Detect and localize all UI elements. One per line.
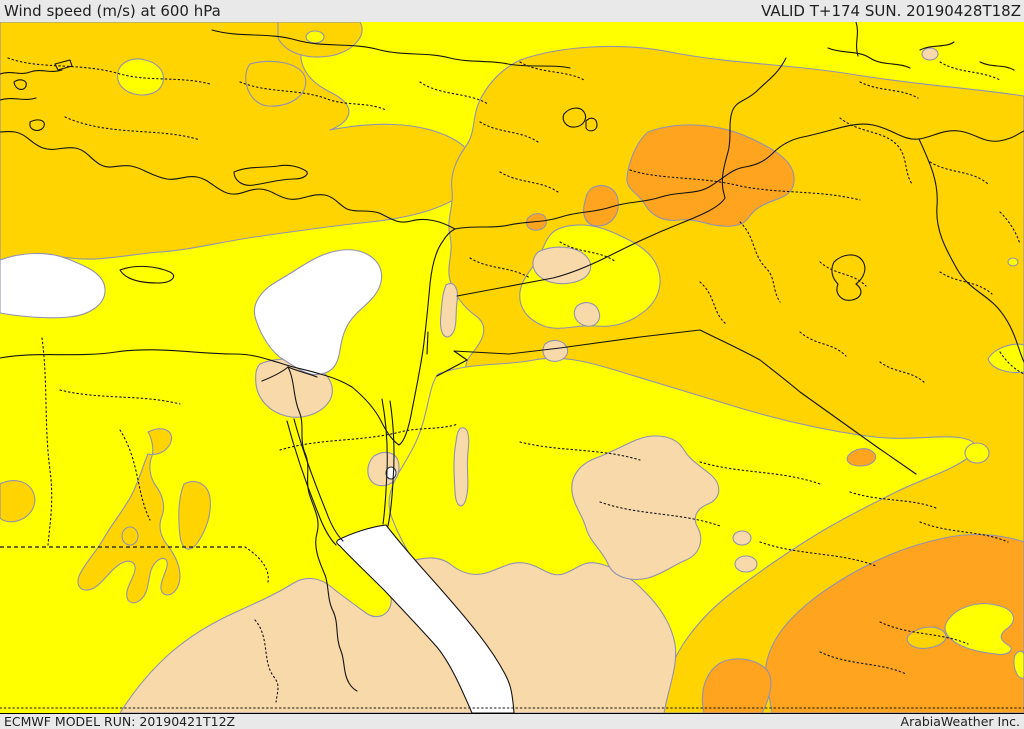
- region-tan-tiny-ne: [921, 47, 939, 61]
- region-orange-mid-dot: [846, 448, 877, 467]
- island-aegean-1: [29, 119, 45, 132]
- page-title: Wind speed (m/s) at 600 hPa: [4, 2, 221, 20]
- coast-caucasus-3: [919, 41, 955, 51]
- region-tan-jordan-sliver-2: [453, 427, 470, 507]
- gulf-suez-west: [286, 420, 337, 546]
- river-nile: [287, 366, 358, 692]
- region-tan-satellite-2: [734, 555, 758, 573]
- region-yellow-turkey-patch: [117, 58, 164, 96]
- lake-turkey-2: [585, 117, 598, 132]
- region-yellow-small-oval: [964, 442, 990, 464]
- region-tan-syria-1: [532, 246, 592, 285]
- gulf-suez-east: [293, 418, 344, 542]
- red-sea: [336, 524, 515, 713]
- region-yellow-dot: [1007, 257, 1019, 267]
- coast-turkey-south: [0, 131, 456, 230]
- coast-levant: [351, 228, 456, 446]
- coast-caspian: [979, 61, 1015, 71]
- region-tan-bottom: [119, 557, 677, 713]
- gulf-aqaba-west: [381, 398, 388, 525]
- valid-time-label: VALID T+174 SUN. 20190428T18Z: [761, 2, 1021, 20]
- region-gold-tiny: [121, 526, 139, 546]
- region-yellow-hole: [305, 30, 325, 44]
- region-tan-syria-3: [542, 339, 569, 362]
- coast-marmara-2: [0, 97, 37, 101]
- footer-bar: ECMWF MODEL RUN: 20190421T12Z ArabiaWeat…: [0, 713, 1024, 729]
- lake-turkey-1: [562, 107, 587, 128]
- region-orange-syria-small: [583, 185, 619, 227]
- provider-label: ArabiaWeather Inc.: [900, 714, 1020, 729]
- coast-black-sea: [211, 29, 571, 69]
- border-turkey-south-east: [454, 123, 1024, 230]
- region-white-left-edge: [0, 252, 106, 319]
- border-iraq-syria: [456, 57, 787, 297]
- region-white-east-med: [254, 249, 383, 376]
- coast-north-africa: [0, 349, 353, 388]
- coast-marmara-1: [0, 69, 63, 75]
- admin-borders-dotted: [0, 57, 1024, 709]
- region-orange-bottom-small: [701, 658, 772, 713]
- border-saudi-north: [436, 329, 917, 475]
- coast-caucasus-2: [855, 22, 859, 57]
- river-nile-delta-west: [261, 366, 289, 382]
- coast-caucasus-1: [827, 47, 911, 69]
- region-yellow-island-se-1: [944, 603, 1015, 655]
- river-nile-delta-east: [287, 366, 318, 378]
- region-yellow-island-se-2: [1013, 650, 1024, 679]
- region-gold-left-edge: [0, 480, 36, 523]
- region-tan-jordan-sliver-1: [439, 283, 458, 338]
- island-aegean-2: [13, 79, 27, 91]
- lake-iraq: [831, 254, 866, 301]
- wind-speed-map: [0, 22, 1024, 713]
- island-cyprus: [233, 164, 308, 186]
- island-crete: [119, 265, 175, 284]
- region-gold-egypt-dragon: [77, 428, 181, 604]
- border-iran-west: [918, 138, 1024, 363]
- gulf-aqaba-east: [387, 400, 395, 527]
- region-tan-syria-2: [573, 302, 601, 327]
- region-tan-central-saudi: [571, 435, 720, 581]
- region-yellow-right-notch: [987, 343, 1024, 374]
- region-gold-blob-north-2: [245, 60, 307, 107]
- map-area: [0, 22, 1024, 713]
- header-bar: Wind speed (m/s) at 600 hPa VALID T+174 …: [0, 0, 1024, 22]
- region-tan-satellite-1: [732, 530, 752, 546]
- region-gold-egypt-blob: [178, 481, 211, 550]
- coastlines-borders: [0, 22, 1024, 692]
- lake-dead-sea: [426, 331, 429, 355]
- island-aegean-3: [54, 59, 73, 71]
- region-orange-ne-syria: [626, 124, 795, 227]
- model-run-label: ECMWF MODEL RUN: 20190421T12Z: [4, 714, 236, 729]
